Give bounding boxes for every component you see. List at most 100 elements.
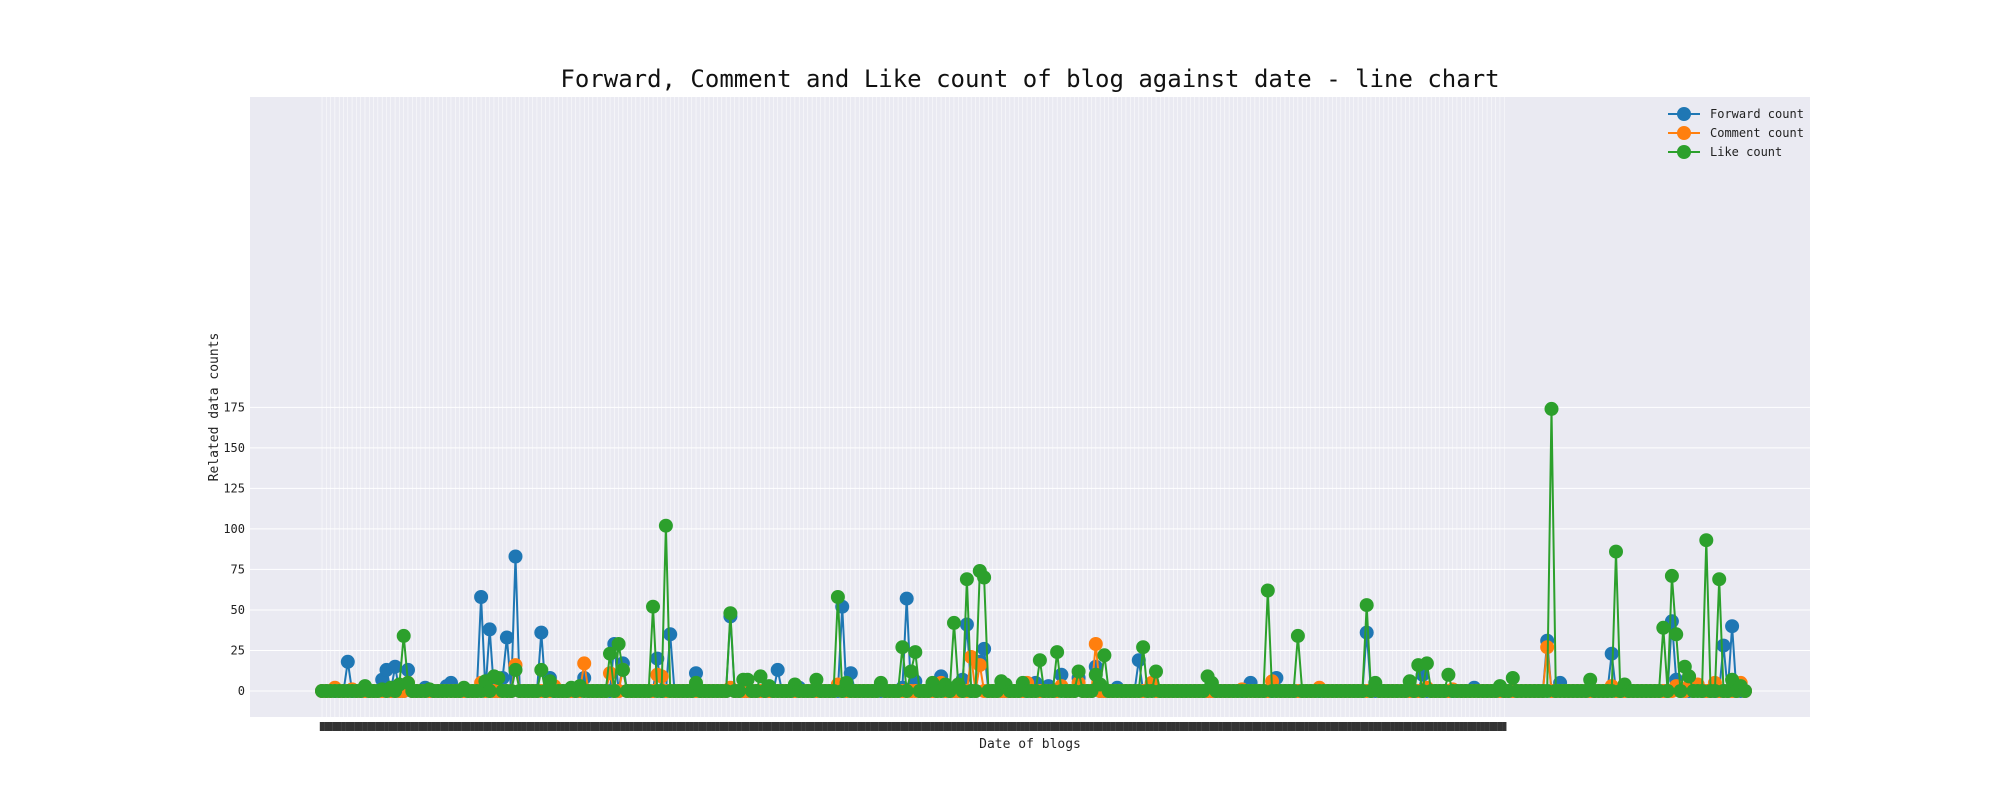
x-tick-label — [547, 722, 553, 731]
x-tick-label — [1248, 722, 1253, 731]
x-tick-label — [1368, 722, 1374, 731]
data-point — [1441, 667, 1456, 682]
x-tick-label — [1299, 722, 1305, 731]
x-tick-label — [397, 722, 402, 731]
legend-label: Like count — [1710, 145, 1782, 159]
data-point — [508, 662, 523, 677]
x-tick-label — [887, 722, 892, 731]
data-point — [740, 672, 755, 687]
x-tick-label — [560, 722, 565, 731]
data-point — [977, 570, 992, 585]
x-tick-label — [577, 722, 583, 731]
x-tick-label — [861, 722, 866, 731]
x-tick-label — [685, 722, 690, 731]
x-tick-label — [500, 722, 505, 731]
x-tick-label — [1420, 722, 1425, 731]
x-tick-label — [1016, 722, 1021, 731]
x-tick-label — [839, 722, 845, 731]
x-tick-label — [964, 722, 970, 731]
x-tick-label — [1046, 722, 1051, 731]
x-tick-label — [878, 722, 884, 731]
x-tick-label — [706, 722, 712, 731]
x-tick-label — [827, 722, 832, 731]
x-tick-label — [1459, 722, 1464, 731]
x-tick-label — [1037, 722, 1043, 731]
x-tick-label — [620, 722, 626, 731]
y-tick-label: 50 — [231, 603, 245, 617]
legend-marker — [1677, 145, 1691, 159]
x-tick-label — [831, 722, 836, 731]
x-tick-label — [328, 722, 333, 731]
x-tick-label — [1239, 722, 1245, 731]
x-tick-label — [564, 722, 570, 731]
x-tick-label — [556, 722, 561, 731]
x-tick-label — [1489, 722, 1494, 731]
x-tick-label — [1325, 722, 1331, 731]
data-point — [689, 666, 703, 681]
x-tick-label — [612, 722, 617, 731]
x-tick-label — [478, 722, 484, 731]
x-tick-label — [1080, 722, 1086, 731]
x-tick-label — [487, 722, 492, 731]
x-tick-label — [1024, 722, 1030, 731]
data-point — [577, 656, 592, 671]
x-tick-label — [784, 722, 789, 731]
x-tick-label — [1072, 722, 1077, 731]
x-tick-label — [324, 722, 329, 731]
data-point — [1149, 664, 1163, 679]
x-tick-label — [908, 722, 914, 731]
x-tick-label — [543, 722, 548, 731]
data-point — [603, 646, 617, 661]
x-tick-label — [379, 722, 385, 731]
data-point — [1544, 401, 1559, 416]
x-tick-label — [723, 722, 729, 731]
x-tick-label — [1377, 722, 1382, 731]
x-tick-label — [491, 722, 497, 731]
x-tick-label — [1067, 722, 1073, 731]
data-point — [1725, 619, 1740, 634]
x-tick-label — [1394, 722, 1399, 731]
x-tick-label — [1334, 722, 1339, 731]
x-tick-label — [1106, 722, 1111, 731]
x-tick-label — [367, 722, 372, 731]
x-tick-label — [947, 722, 952, 731]
x-tick-label — [1407, 722, 1412, 731]
data-point — [770, 662, 785, 677]
x-tick-label — [573, 722, 578, 731]
x-tick-label — [1274, 722, 1279, 731]
x-tick-label — [1476, 722, 1481, 731]
x-tick-label — [448, 722, 454, 731]
x-tick-label — [891, 722, 896, 731]
x-tick-label — [766, 722, 772, 731]
x-tick-label — [457, 722, 462, 731]
x-tick-label — [1214, 722, 1219, 731]
x-tick-label — [848, 722, 853, 731]
x-tick-label — [1437, 722, 1442, 731]
x-tick-label — [1145, 722, 1150, 731]
x-tick-label — [1011, 722, 1017, 731]
x-tick-label — [977, 722, 982, 731]
x-tick-label — [517, 722, 522, 731]
data-point — [1664, 568, 1679, 583]
x-tick-label — [1201, 722, 1206, 731]
x-tick-label — [358, 722, 363, 731]
x-tick-label — [1097, 722, 1103, 731]
x-tick-label — [414, 722, 419, 731]
x-tick-label — [1291, 722, 1296, 731]
data-point — [1136, 640, 1151, 655]
data-point — [809, 672, 824, 687]
data-point — [959, 572, 974, 587]
data-point — [968, 684, 983, 698]
x-tick-label — [1450, 722, 1455, 731]
x-tick-label — [1484, 722, 1490, 731]
x-tick-label — [633, 722, 639, 731]
legend: Forward count Comment count Like count — [1668, 107, 1804, 159]
data-point — [830, 590, 845, 604]
x-tick-label — [698, 722, 703, 731]
x-tick-label — [1033, 722, 1038, 731]
data-point — [401, 662, 415, 677]
x-tick-label — [1257, 722, 1262, 731]
data-point — [650, 651, 665, 666]
x-tick-label — [440, 722, 445, 731]
